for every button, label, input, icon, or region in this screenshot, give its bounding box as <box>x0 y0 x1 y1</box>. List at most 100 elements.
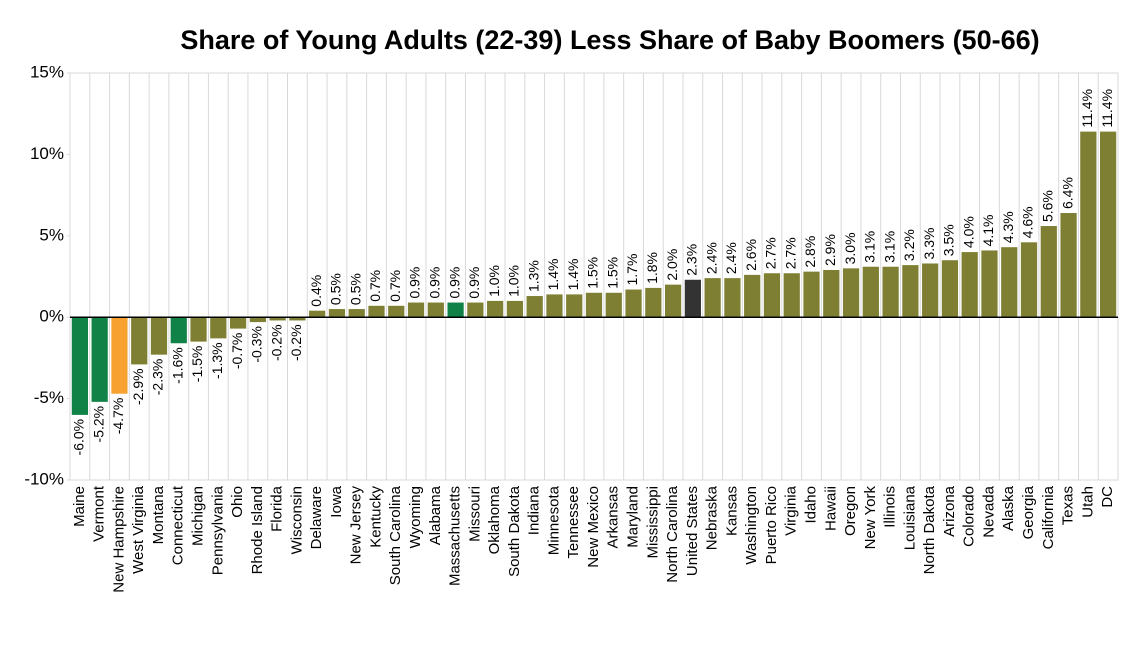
data-label: 4.1% <box>980 215 996 247</box>
bar <box>1080 131 1097 318</box>
x-tick-label: United States <box>684 486 701 576</box>
data-label: -1.5% <box>189 346 205 383</box>
y-tick-label: 5% <box>39 225 64 244</box>
bar <box>882 266 899 318</box>
data-label: -4.7% <box>110 398 126 435</box>
data-label: 0.9% <box>407 267 423 299</box>
x-tick-label: North Carolina <box>664 485 681 582</box>
data-label: 0.5% <box>347 273 363 305</box>
x-tick-label: Kentucky <box>367 486 384 548</box>
bar <box>348 309 365 318</box>
bar <box>941 260 959 318</box>
x-tick-label: Washington <box>743 486 760 565</box>
data-label: 6.4% <box>1059 177 1075 209</box>
x-tick-label: Connecticut <box>170 485 187 565</box>
x-tick-label: Ohio <box>229 486 246 518</box>
bar <box>922 263 939 318</box>
bar <box>744 274 761 318</box>
x-tick-label: Delaware <box>308 486 325 549</box>
data-label: -0.2% <box>268 324 284 361</box>
bar <box>783 273 800 318</box>
data-label: 2.7% <box>782 237 798 269</box>
x-tick-label: Georgia <box>1020 485 1037 539</box>
bar <box>289 317 306 321</box>
x-tick-label: Alabama <box>427 485 444 545</box>
x-tick-label: South Carolina <box>387 485 404 585</box>
data-label: 0.9% <box>446 267 462 299</box>
data-label: -0.2% <box>288 324 304 361</box>
data-label: 3.0% <box>842 232 858 264</box>
x-tick-label: Kansas <box>723 486 740 536</box>
data-label: -6.0% <box>71 419 87 456</box>
data-label: 0.9% <box>427 267 443 299</box>
data-label: 11.4% <box>1099 89 1115 128</box>
x-tick-label: Wisconsin <box>288 486 305 554</box>
x-tick-label: Arizona <box>941 485 958 537</box>
bar <box>170 317 187 344</box>
bar <box>625 289 642 318</box>
x-tick-label: Colorado <box>961 486 978 547</box>
x-tick-label: Oklahoma <box>486 485 503 554</box>
x-tick-label: Alaska <box>1000 485 1017 531</box>
x-tick-label: New Mexico <box>585 486 602 568</box>
x-tick-label: Missouri <box>466 486 483 542</box>
bar <box>249 317 266 323</box>
data-label: 2.3% <box>684 244 700 276</box>
bar <box>407 302 425 318</box>
data-label: -2.3% <box>150 359 166 396</box>
bar <box>71 317 88 415</box>
bar <box>309 310 326 318</box>
bar <box>724 278 741 318</box>
x-tick-label: Nevada <box>980 485 997 537</box>
bar <box>368 305 385 318</box>
bar <box>487 300 504 318</box>
bar <box>763 273 781 318</box>
data-label: 2.9% <box>822 234 838 266</box>
data-label: 2.4% <box>723 242 739 274</box>
x-tick-label: Maryland <box>625 486 642 548</box>
x-tick-label: Michigan <box>189 486 206 546</box>
y-tick-label: -10% <box>24 469 64 488</box>
x-tick-label: South Dakota <box>506 485 523 577</box>
x-tick-label: California <box>1040 485 1057 549</box>
x-tick-label: Minnesota <box>545 485 562 555</box>
data-label: -2.9% <box>130 368 146 405</box>
data-label: 1.7% <box>624 254 640 286</box>
data-label: -1.6% <box>169 347 185 384</box>
x-tick-label: Florida <box>269 485 286 532</box>
data-label: 5.6% <box>1039 190 1055 222</box>
data-label: 0.4% <box>308 275 324 307</box>
data-label: 3.5% <box>941 224 957 256</box>
bar <box>585 292 603 318</box>
data-label: 4.6% <box>1020 206 1036 238</box>
bar <box>1001 247 1018 318</box>
plot-border <box>69 72 1119 481</box>
bar <box>605 292 622 318</box>
bar <box>526 296 543 318</box>
bar <box>131 317 148 365</box>
x-tick-label: New York <box>862 486 879 550</box>
x-tick-label: Tennessee <box>565 486 582 559</box>
data-label: 0.5% <box>328 273 344 305</box>
x-tick-label: Vermont <box>91 485 108 542</box>
bar <box>111 317 128 394</box>
bar <box>506 300 524 318</box>
bar <box>961 252 978 318</box>
x-tick-label: Massachusetts <box>447 486 464 586</box>
y-tick-label: 15% <box>30 62 64 81</box>
x-tick-label: Arkansas <box>605 486 622 549</box>
bar <box>269 317 286 321</box>
bar <box>190 317 207 342</box>
bar <box>842 268 860 318</box>
data-label: 11.4% <box>1079 89 1095 128</box>
bar <box>566 294 583 318</box>
data-label: 1.8% <box>644 252 660 284</box>
x-tick-label: Iowa <box>328 485 345 517</box>
bar <box>981 250 998 318</box>
data-label: 1.4% <box>545 258 561 290</box>
x-tick-label: Mississippi <box>644 486 661 559</box>
data-label: 3.1% <box>862 231 878 263</box>
data-label: 4.3% <box>1000 211 1016 243</box>
data-label: 1.0% <box>486 265 502 297</box>
bar <box>427 302 444 318</box>
